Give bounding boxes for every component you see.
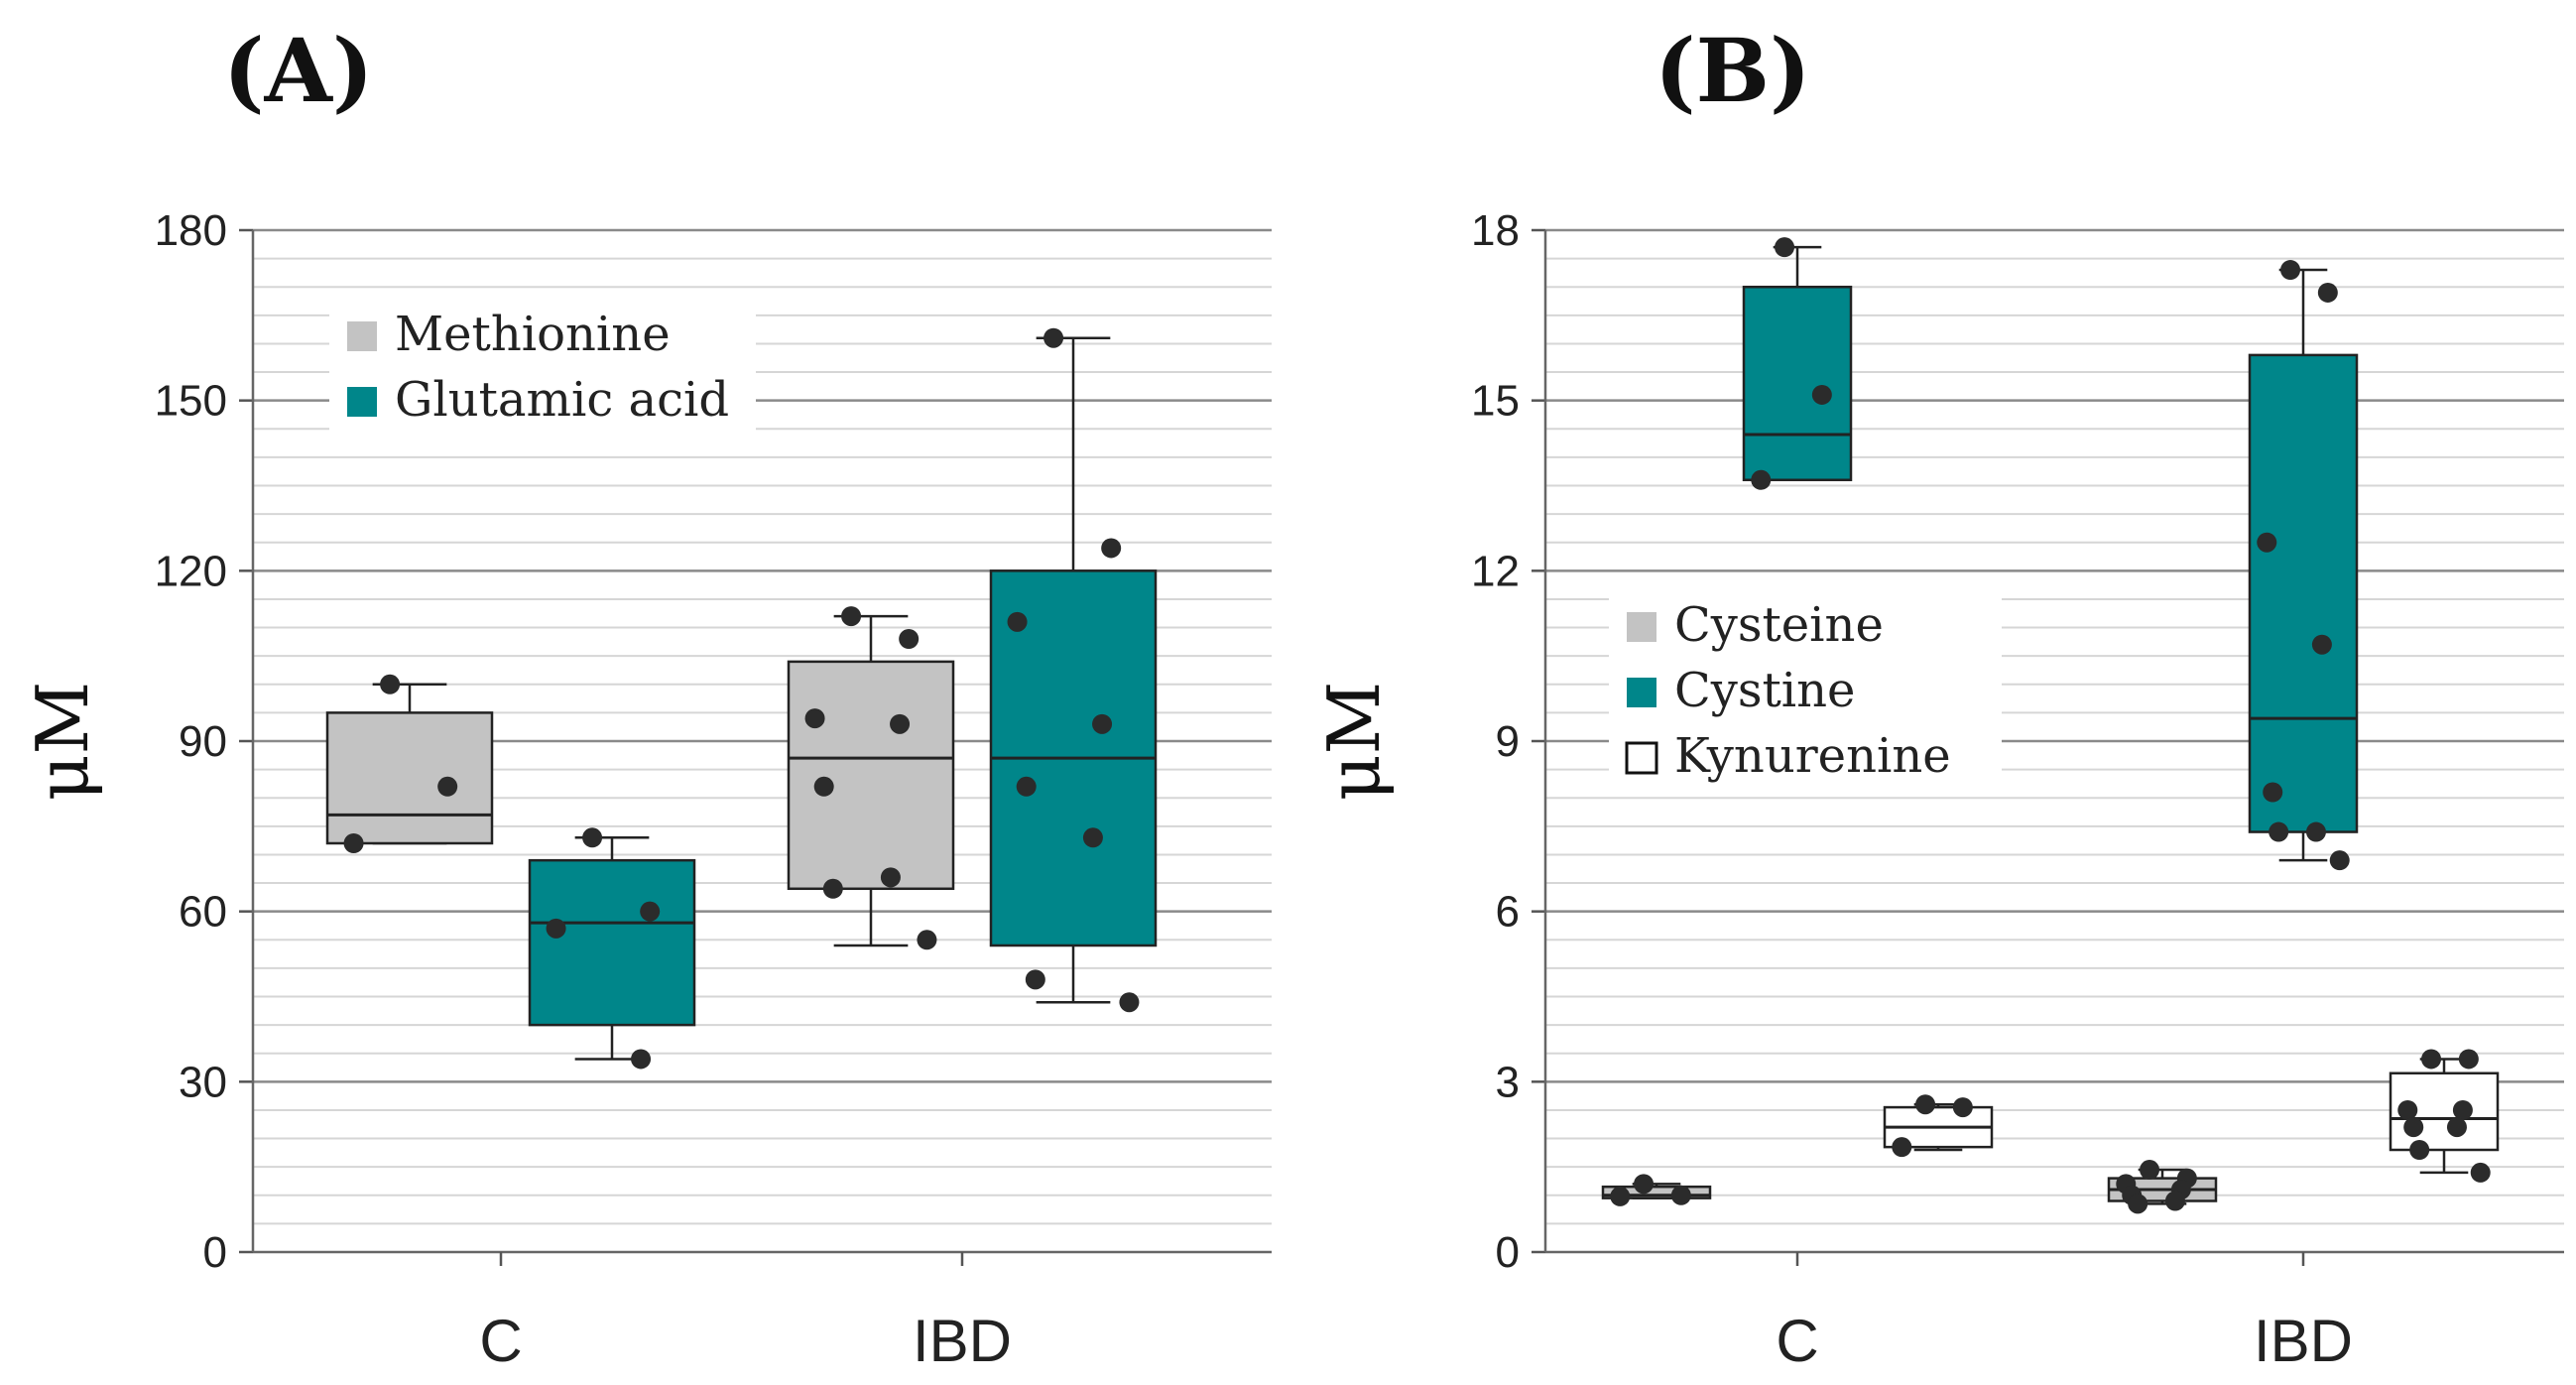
data-point	[2458, 1049, 2479, 1070]
data-point	[2311, 634, 2332, 655]
data-point	[1101, 538, 1122, 559]
data-point	[631, 1049, 652, 1070]
data-point	[2164, 1191, 2185, 1211]
box-cystine-c	[1742, 285, 1853, 482]
data-point	[841, 606, 862, 627]
data-point	[2329, 850, 2350, 871]
data-point	[2403, 1117, 2424, 1138]
box-cystine-ibd	[2248, 353, 2359, 833]
x-category-label: C	[479, 1308, 522, 1374]
box-methionine-c	[325, 711, 494, 845]
data-point	[880, 867, 901, 888]
data-point	[2140, 1160, 2160, 1181]
data-point	[1670, 1185, 1691, 1205]
data-point	[899, 629, 920, 649]
y-tick-label: 6	[1496, 888, 1520, 937]
y-tick-label: 30	[179, 1058, 227, 1106]
y-tick-label: 3	[1496, 1058, 1520, 1106]
legend-box	[329, 290, 756, 439]
y-tick-label: 90	[179, 717, 227, 766]
data-point	[1634, 1174, 1655, 1195]
y-axis-label: μM	[21, 682, 104, 802]
data-point	[1892, 1137, 1912, 1158]
data-point	[2470, 1162, 2491, 1183]
legend-entry: Methionine	[395, 307, 671, 362]
data-point	[1082, 827, 1103, 848]
data-point	[2257, 532, 2277, 553]
legend-entry: Cystine	[1674, 663, 1855, 718]
legend-entry: Kynurenine	[1674, 728, 1951, 784]
legend-swatch	[1625, 741, 1658, 775]
y-tick-label: 180	[155, 206, 227, 255]
legend-swatch	[1627, 678, 1656, 707]
data-point	[1610, 1186, 1631, 1206]
y-tick-label: 60	[179, 888, 227, 937]
legend-entry: Glutamic acid	[395, 372, 729, 428]
data-point	[2317, 282, 2338, 303]
y-tick-label: 15	[1471, 377, 1520, 426]
data-point	[2269, 821, 2289, 842]
data-point	[1915, 1094, 1936, 1115]
data-point	[1119, 992, 1140, 1013]
y-tick-label: 18	[1471, 206, 1520, 255]
data-point	[343, 833, 364, 853]
y-tick-label: 120	[155, 547, 227, 595]
data-point	[2128, 1194, 2148, 1214]
data-point	[2421, 1049, 2442, 1070]
data-point	[2446, 1117, 2467, 1138]
legend-box	[1609, 580, 2002, 791]
y-tick-label: 0	[203, 1228, 227, 1277]
y-tick-label: 12	[1471, 547, 1520, 595]
y-tick-label: 150	[155, 377, 227, 426]
data-point	[1775, 237, 1795, 258]
data-point	[380, 674, 401, 694]
box-methionine-ibd	[787, 660, 955, 891]
data-point	[2263, 782, 2283, 803]
panel-label: (B)	[1655, 19, 1811, 122]
legend-swatch	[347, 387, 377, 417]
data-point	[2280, 260, 2301, 281]
data-point	[2409, 1140, 2430, 1160]
box-glutamic-acid-c	[528, 858, 696, 1027]
data-point	[1811, 384, 1832, 405]
data-point	[813, 776, 834, 797]
x-category-label: IBD	[2254, 1308, 2353, 1374]
data-point	[822, 878, 843, 899]
data-point	[1016, 776, 1037, 797]
data-point	[917, 930, 937, 950]
data-point	[1952, 1097, 1973, 1118]
panel-label: (A)	[223, 19, 374, 122]
x-category-label: C	[1776, 1308, 1818, 1374]
data-point	[582, 827, 603, 848]
data-point	[804, 708, 825, 729]
data-point	[1751, 469, 1772, 490]
y-tick-label: 0	[1496, 1228, 1520, 1277]
data-point	[1007, 611, 1028, 632]
data-point	[1092, 713, 1113, 734]
legend-entry: Cysteine	[1674, 597, 1884, 653]
y-axis-label: μM	[1312, 682, 1396, 802]
box-cysteine-c	[1601, 1185, 1712, 1199]
data-point	[1043, 327, 1064, 348]
legend-swatch	[347, 321, 377, 351]
x-category-label: IBD	[913, 1308, 1012, 1374]
data-point	[437, 776, 458, 797]
data-point	[546, 918, 566, 939]
y-tick-label: 9	[1496, 717, 1520, 766]
data-point	[890, 713, 911, 734]
data-point	[2452, 1099, 2473, 1120]
data-point	[1025, 969, 1045, 990]
data-point	[640, 901, 661, 922]
legend-swatch	[1627, 612, 1656, 642]
data-point	[2397, 1099, 2418, 1120]
data-point	[2305, 821, 2326, 842]
